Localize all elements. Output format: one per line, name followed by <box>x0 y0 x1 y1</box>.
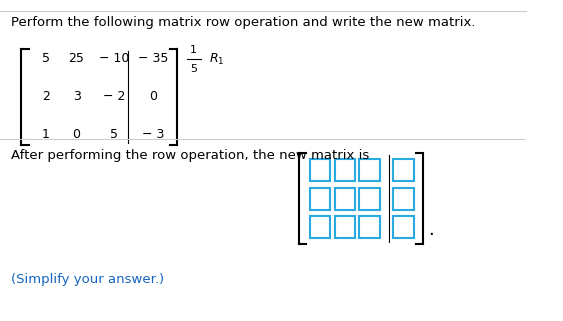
Text: $R_1$: $R_1$ <box>209 51 225 66</box>
FancyBboxPatch shape <box>310 159 330 181</box>
Text: 25: 25 <box>69 53 84 65</box>
Text: − 3: − 3 <box>142 128 164 142</box>
FancyBboxPatch shape <box>359 216 380 238</box>
FancyBboxPatch shape <box>359 159 380 181</box>
Text: 2: 2 <box>42 91 50 103</box>
Text: .: . <box>428 221 434 239</box>
Text: (Simplify your answer.): (Simplify your answer.) <box>11 273 164 286</box>
Text: Perform the following matrix row operation and write the new matrix.: Perform the following matrix row operati… <box>11 16 476 29</box>
FancyBboxPatch shape <box>394 216 414 238</box>
FancyBboxPatch shape <box>334 187 355 210</box>
Text: 1: 1 <box>190 45 196 55</box>
Text: After performing the row operation, the new matrix is: After performing the row operation, the … <box>11 149 369 162</box>
FancyBboxPatch shape <box>394 159 414 181</box>
FancyBboxPatch shape <box>394 187 414 210</box>
Text: − 2: − 2 <box>102 91 125 103</box>
Text: 0: 0 <box>73 128 81 142</box>
FancyBboxPatch shape <box>310 187 330 210</box>
Text: 3: 3 <box>73 91 81 103</box>
FancyBboxPatch shape <box>334 216 355 238</box>
Text: 5: 5 <box>42 53 50 65</box>
Text: 0: 0 <box>149 91 157 103</box>
FancyBboxPatch shape <box>310 216 330 238</box>
FancyBboxPatch shape <box>359 187 380 210</box>
FancyBboxPatch shape <box>334 159 355 181</box>
Text: 1: 1 <box>42 128 50 142</box>
Text: − 10: − 10 <box>99 53 129 65</box>
Text: 5: 5 <box>110 128 118 142</box>
Text: 5: 5 <box>190 64 196 74</box>
Text: − 35: − 35 <box>138 53 168 65</box>
